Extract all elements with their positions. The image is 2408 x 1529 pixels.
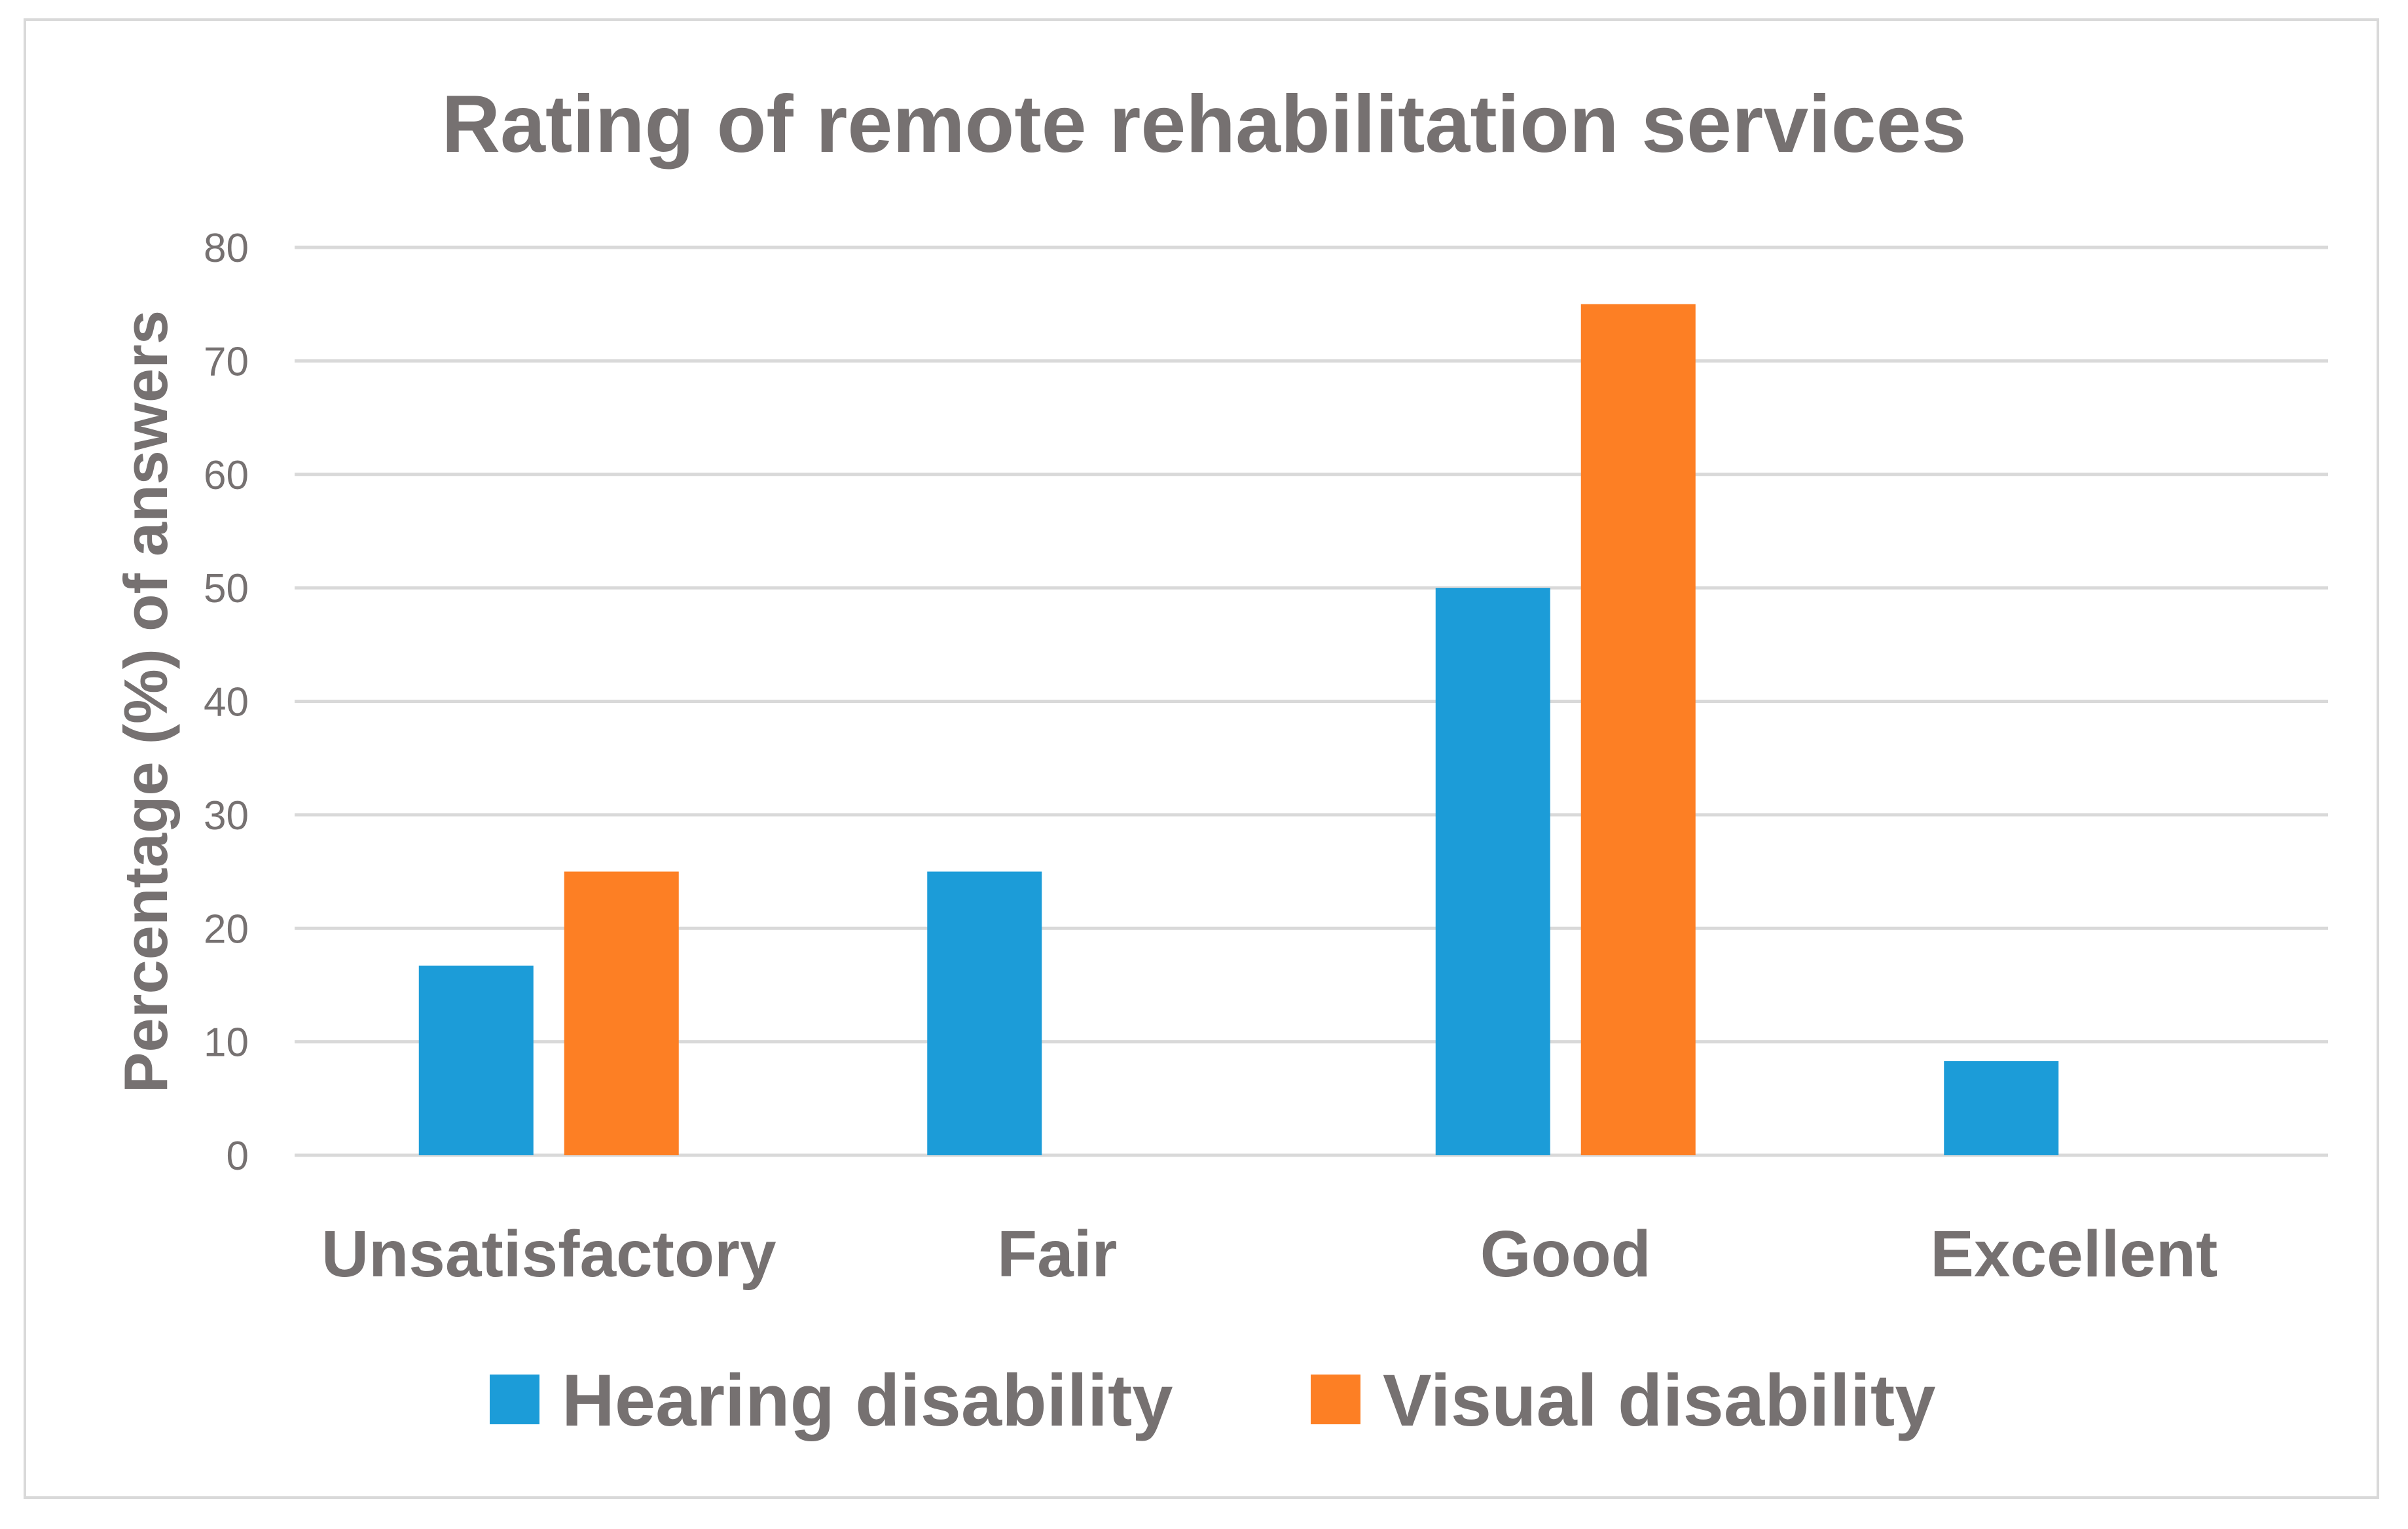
x-tick-label-unsatisfactory: Unsatisfactory [321, 1217, 776, 1291]
bar-hearing-disability-good [1435, 588, 1550, 1155]
x-tick-label-good: Good [1480, 1217, 1651, 1291]
x-tick-label-fair: Fair [997, 1217, 1117, 1291]
y-tick-label-80: 80 [204, 226, 249, 271]
bar-hearing-disability-fair [927, 871, 1042, 1155]
legend-swatch-visual-disability [1311, 1375, 1360, 1424]
chart-title: Rating of remote rehabilitation services [441, 79, 1966, 170]
x-tick-label-excellent: Excellent [1930, 1217, 2217, 1291]
legend-label-visual-disability: Visual disability [1383, 1359, 1935, 1441]
x-axis-ticks: Unsatisfactory Fair Good Excellent [321, 1217, 2217, 1291]
y-tick-label-70: 70 [204, 339, 249, 384]
y-tick-label-10: 10 [204, 1020, 249, 1066]
y-tick-label-50: 50 [204, 566, 249, 611]
bar-visual-disability-unsatisfactory [564, 871, 679, 1155]
legend-swatch-hearing-disability [490, 1375, 539, 1424]
y-tick-label-30: 30 [204, 793, 249, 838]
y-axis-label: Percentage (%) of answers [111, 310, 180, 1093]
chart-frame [24, 18, 2379, 1499]
y-tick-label-60: 60 [204, 453, 249, 498]
bars [418, 304, 2059, 1155]
bar-visual-disability-good [1580, 304, 1696, 1155]
legend: Hearing disability Visual disability [490, 1359, 1935, 1441]
legend-label-hearing-disability: Hearing disability [562, 1359, 1173, 1441]
bar-hearing-disability-unsatisfactory [418, 965, 534, 1155]
bar-hearing-disability-excellent [1944, 1061, 2059, 1155]
y-axis-ticks: 0 10 20 30 40 50 60 70 80 [204, 226, 249, 1179]
y-tick-label-20: 20 [204, 907, 249, 952]
y-tick-label-0: 0 [227, 1134, 249, 1179]
y-tick-label-40: 40 [204, 680, 249, 725]
